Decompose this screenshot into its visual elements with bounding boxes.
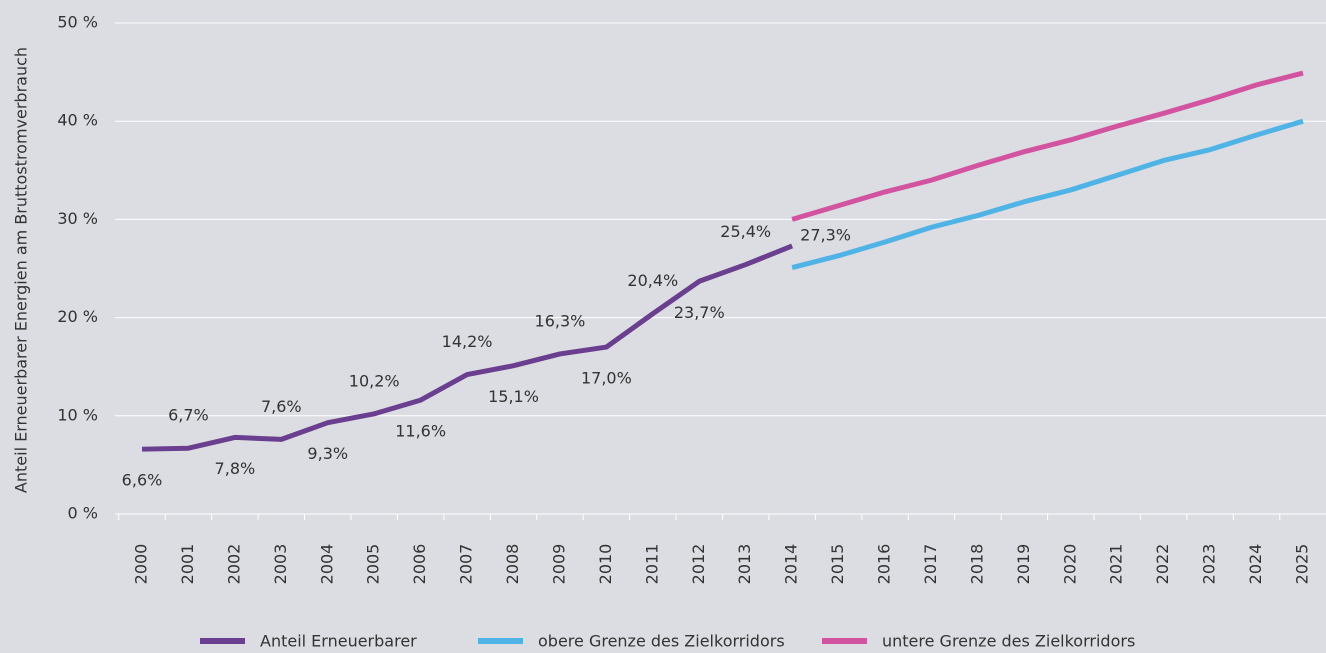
x-tick-label: 2025 [1293,544,1312,585]
series-line [791,118,1304,270]
data-label: 10,2% [349,371,400,390]
data-label: 11,6% [395,422,446,441]
series-line [141,243,794,452]
data-label: 7,8% [215,459,256,478]
data-label: 6,6% [122,471,163,490]
y-tick-label: 10 % [57,405,98,424]
x-tick-label: 2015 [828,544,847,585]
data-label: 20,4% [627,271,678,290]
x-tick-label: 2014 [782,544,801,585]
x-tick-label: 2006 [410,544,429,585]
y-tick-label: 20 % [57,307,98,326]
data-label: 23,7% [674,303,725,322]
x-tick-label: 2010 [596,544,615,585]
legend-label: Anteil Erneuerbarer [260,632,417,651]
x-tick-label: 2021 [1107,544,1126,585]
data-label: 15,1% [488,387,539,406]
x-tick-label: 2002 [224,544,243,585]
data-label: 6,7% [168,406,209,425]
x-tick-label: 2017 [921,544,940,585]
x-tick-label: 2013 [735,544,754,585]
x-tick-label: 2001 [178,544,197,585]
y-tick-label: 50 % [57,13,98,32]
legend-label: obere Grenze des Zielkorridors [538,632,785,651]
data-label: 9,3% [307,444,348,463]
data-label: 27,3% [800,225,851,244]
legend-label: untere Grenze des Zielkorridors [882,632,1135,651]
y-axis-label: Anteil Erneuerbarer Energien am Bruttost… [12,47,31,493]
data-label: 14,2% [442,332,493,351]
x-tick-label: 2018 [967,544,986,585]
x-tick-label: 2011 [642,544,661,585]
data-label: 25,4% [720,222,771,241]
x-tick-label: 2004 [317,544,336,585]
x-tick-label: 2020 [1060,544,1079,585]
x-tick-label: 2005 [364,544,383,585]
x-tick-label: 2016 [875,544,894,585]
y-tick-label: 0 % [68,504,98,523]
x-tick-label: 2000 [132,544,151,585]
x-tick-label: 2023 [1200,544,1219,585]
x-tick-label: 2012 [689,544,708,585]
series-line [791,70,1304,222]
y-tick-label: 40 % [57,111,98,130]
data-label: 17,0% [581,369,632,388]
data-label: 7,6% [261,397,302,416]
x-tick-label: 2022 [1153,544,1172,585]
x-tick-label: 2003 [271,544,290,585]
x-tick-label: 2024 [1246,544,1265,585]
x-tick-label: 2008 [503,544,522,585]
x-tick-label: 2019 [1014,544,1033,585]
data-label: 16,3% [535,311,586,330]
y-tick-label: 30 % [57,209,98,228]
x-tick-label: 2009 [549,544,568,585]
x-tick-label: 2007 [457,544,476,585]
